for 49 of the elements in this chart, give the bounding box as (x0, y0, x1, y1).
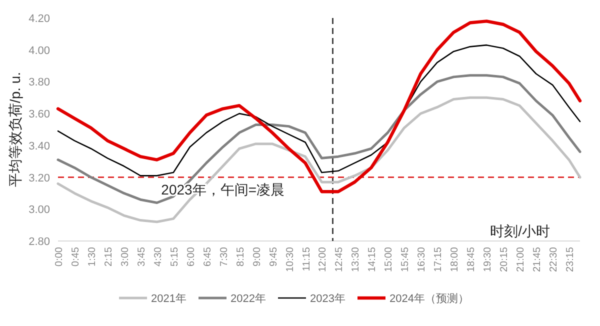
x-tick-label: 18:45 (466, 246, 478, 272)
x-tick-label: 5:15 (169, 246, 180, 266)
legend-label: 2024年（预测） (389, 293, 469, 305)
x-tick-label: 7:30 (218, 246, 230, 266)
x-tick-label: 13:30 (350, 246, 362, 272)
y-tick-label: 4.00 (28, 44, 50, 57)
y-tick-label: 3.60 (28, 108, 50, 121)
x-tick-label: 12:00 (318, 246, 329, 272)
y-axis-title: 平均等效负荷/p. u. (7, 72, 23, 188)
y-tick-label: 3.80 (28, 76, 50, 89)
x-tick-label: 1:30 (86, 246, 98, 266)
x-tick-label: 2:15 (103, 246, 114, 266)
x-tick-label: 15:00 (384, 246, 395, 272)
x-tick-label: 20:15 (499, 246, 510, 272)
x-tick-label: 6:00 (186, 246, 197, 266)
x-tick-label: 0:45 (70, 246, 82, 266)
line-series (56, 74, 582, 204)
line-series (57, 44, 581, 176)
x-tick-label: 3:45 (136, 246, 148, 266)
x-tick-label: 10:30 (284, 246, 296, 272)
y-tick-label: 3.20 (28, 172, 50, 184)
x-tick-label: 11:15 (301, 246, 312, 272)
x-tick-label: 3:00 (120, 246, 131, 266)
y-tick-label: 2.80 (28, 236, 50, 248)
x-tick-label: 12:45 (334, 246, 346, 272)
x-tick-label: 0:00 (54, 246, 65, 266)
x-tick-label: 4:30 (152, 246, 164, 266)
legend-label: 2021年 (151, 293, 187, 305)
x-tick-label: 19:30 (482, 246, 494, 272)
x-tick-label: 6:45 (202, 246, 214, 266)
line-series (56, 96, 582, 224)
y-tick-label: 4.20 (28, 13, 50, 25)
x-tick-label: 17:15 (433, 246, 444, 272)
x-tick-label: 23:15 (565, 246, 576, 272)
x-axis-title: 时刻/小时 (490, 223, 550, 239)
x-tick-label: 21:45 (532, 246, 544, 272)
x-tick-label: 18:00 (450, 246, 461, 272)
legend-label: 2022年 (230, 293, 266, 305)
y-tick-label: 3.00 (28, 204, 50, 216)
x-tick-label: 22:30 (548, 246, 560, 272)
x-tick-label: 8:15 (235, 246, 246, 266)
x-tick-label: 16:30 (416, 246, 428, 272)
x-tick-label: 9:45 (268, 246, 280, 266)
y-tick-label: 3.40 (28, 140, 50, 152)
x-tick-label: 9:00 (252, 246, 263, 266)
x-tick-label: 15:45 (400, 246, 412, 272)
x-tick-label: 21:00 (516, 246, 527, 272)
legend-label: 2023年 (310, 293, 346, 305)
x-tick-label: 14:15 (367, 246, 378, 272)
